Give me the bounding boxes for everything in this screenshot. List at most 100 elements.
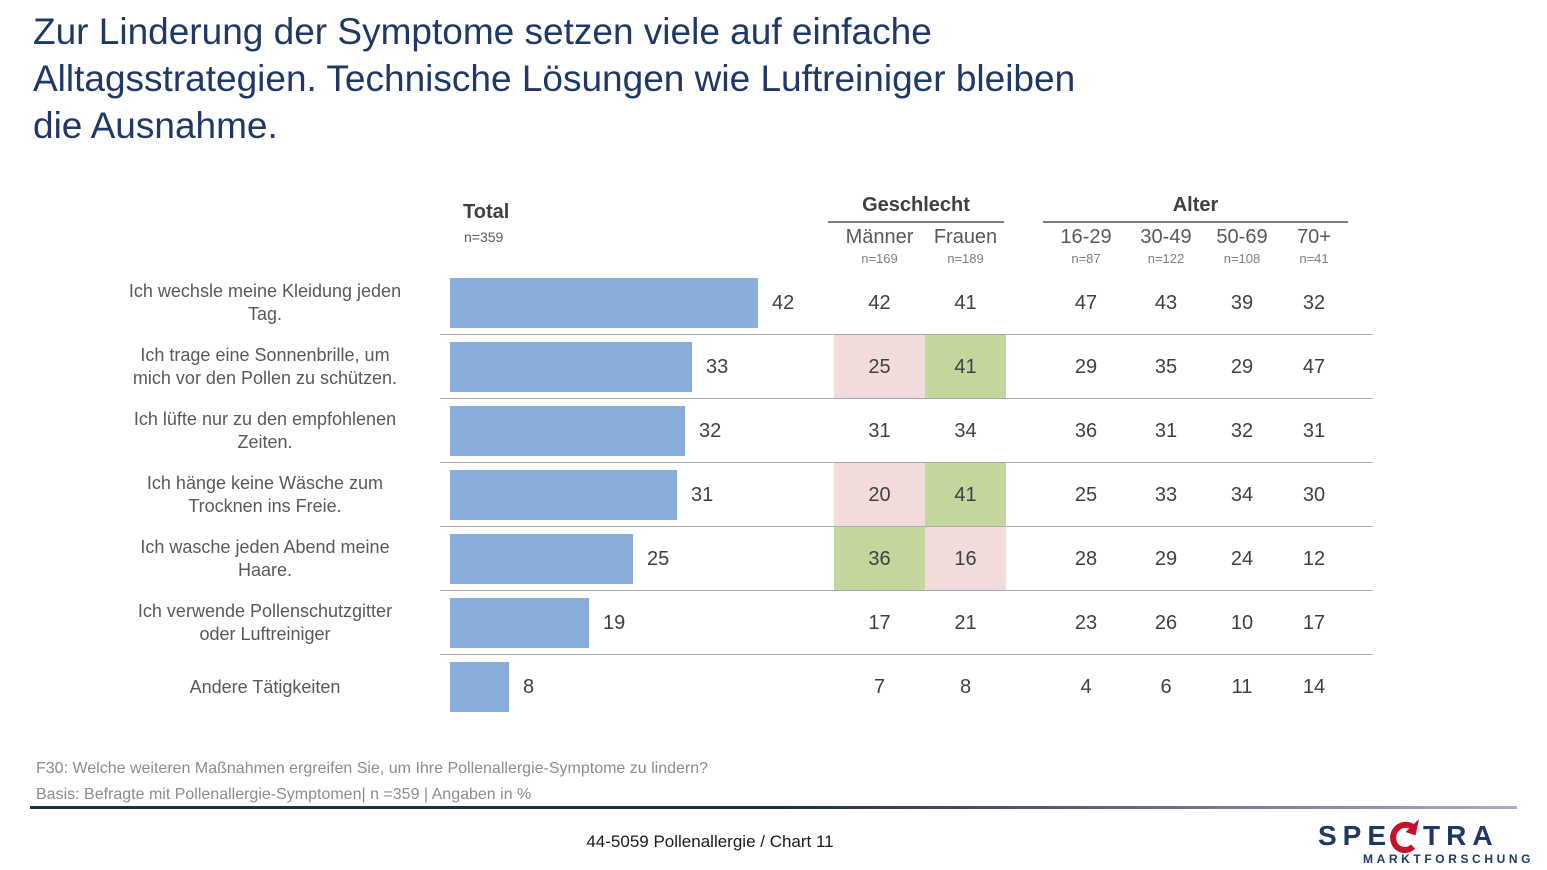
row-label: Ich hänge keine Wäsche zum Trocknen ins … xyxy=(146,473,384,516)
column-header-50-69: 50-69 xyxy=(1216,226,1268,248)
title-line-1: Zur Linderung der Symptome setzen viele … xyxy=(33,11,932,52)
column-header-frauen: Frauen xyxy=(933,226,998,248)
row-label: Ich wasche jeden Abend meine Haare. xyxy=(140,537,390,580)
column-n-16-29: n=87 xyxy=(1071,251,1101,266)
total-bar xyxy=(450,470,677,520)
frauen-value-cell: 16 xyxy=(925,527,1006,591)
maenner-value-cell: 42 xyxy=(868,291,891,314)
logo-arrow-c-icon xyxy=(1390,819,1420,853)
logo-text-post: TRA xyxy=(1423,820,1499,851)
frauen-value-cell: 8 xyxy=(959,675,972,698)
footer-divider xyxy=(30,806,1517,809)
alter-underline xyxy=(1043,221,1348,223)
age-value-70+: 32 xyxy=(1302,291,1326,314)
frauen-value-cell: 34 xyxy=(954,419,977,442)
total-bar xyxy=(450,406,685,456)
column-n-50-69: n=108 xyxy=(1223,251,1261,266)
age-value-30-49: 43 xyxy=(1154,291,1178,314)
column-n-maenner: n=169 xyxy=(861,251,898,266)
title-line-3: die Ausnahme. xyxy=(33,105,278,146)
row-separator xyxy=(440,654,1373,655)
frauen-value-cell: 21 xyxy=(954,611,977,634)
column-n-30-49: n=122 xyxy=(1147,251,1185,266)
age-value-16-29: 47 xyxy=(1074,291,1098,314)
row-label: Ich wechsle meine Kleidung jeden Tag. xyxy=(128,281,402,324)
age-value-50-69: 34 xyxy=(1230,483,1254,506)
row-label: Andere Tätigkeiten xyxy=(189,676,341,697)
spectra-logo: SPE TRA MARKTFORSCHUNG xyxy=(1318,815,1530,867)
row-separator xyxy=(440,462,1373,463)
column-header-70plus: 70+ xyxy=(1297,226,1331,248)
age-value-70+: 31 xyxy=(1302,419,1326,442)
table-row: Andere Tätigkeiten 8 7 8 4 6 11 14 xyxy=(0,655,1547,719)
table-row: Ich wechsle meine Kleidung jeden Tag. 42 4… xyxy=(0,271,1547,335)
age-value-16-29: 23 xyxy=(1074,611,1098,634)
maenner-value-cell: 20 xyxy=(834,463,925,527)
row-label: Ich trage eine Sonnenbrille, um mich vor… xyxy=(132,345,398,388)
page-title: Zur Linderung der Symptome setzen viele … xyxy=(33,8,1233,149)
column-header-maenner: Männer xyxy=(845,226,914,248)
total-bar-value: 33 xyxy=(706,355,729,378)
total-bar xyxy=(450,534,633,584)
age-value-70+: 12 xyxy=(1302,547,1326,570)
total-bar-value: 31 xyxy=(691,483,714,506)
age-value-16-29: 4 xyxy=(1080,675,1092,698)
age-value-16-29: 28 xyxy=(1074,547,1098,570)
frauen-value-cell: 41 xyxy=(925,335,1006,399)
maenner-value-cell: 7 xyxy=(873,675,886,698)
age-value-50-69: 29 xyxy=(1230,355,1254,378)
table-row: Ich trage eine Sonnenbrille, um mich vor… xyxy=(0,335,1547,399)
age-value-70+: 14 xyxy=(1302,675,1326,698)
column-header-total-n: n=359 xyxy=(464,229,504,245)
row-separator xyxy=(440,526,1373,527)
age-value-16-29: 25 xyxy=(1074,483,1098,506)
age-value-16-29: 36 xyxy=(1074,419,1098,442)
footnote-question: F30: Welche weiteren Maßnahmen ergreifen… xyxy=(36,760,709,777)
total-bar xyxy=(450,598,589,648)
row-label: Ich lüfte nur zu den empfohlenen Zeiten. xyxy=(133,409,397,452)
spectra-logo-subtitle: MARKTFORSCHUNG xyxy=(1363,852,1535,866)
total-bar-value: 42 xyxy=(772,291,795,314)
group-header-geschlecht: Geschlecht xyxy=(862,194,970,216)
table-row: Ich hänge keine Wäsche zum Trocknen ins … xyxy=(0,463,1547,527)
maenner-value-cell: 25 xyxy=(834,335,925,399)
total-bar-value: 19 xyxy=(603,611,626,634)
age-value-50-69: 39 xyxy=(1230,291,1254,314)
group-header-alter: Alter xyxy=(1172,194,1219,216)
geschlecht-underline xyxy=(828,221,1004,223)
total-bar-value: 32 xyxy=(699,419,722,442)
row-separator xyxy=(440,398,1373,399)
column-n-70plus: n=41 xyxy=(1299,251,1329,266)
table-row: Ich lüfte nur zu den empfohlenen Zeiten.… xyxy=(0,399,1547,463)
age-value-70+: 47 xyxy=(1302,355,1326,378)
total-bar xyxy=(450,662,509,712)
age-value-70+: 17 xyxy=(1302,611,1326,634)
spectra-logo-word: SPE TRA xyxy=(1318,817,1499,853)
footnote-basis: Basis: Befragte mit Pollenallergie-Sympt… xyxy=(36,786,532,803)
age-value-50-69: 10 xyxy=(1230,611,1254,634)
frauen-value-cell: 41 xyxy=(954,291,977,314)
table-row: Ich verwende Pollenschutzgitter oder Luf… xyxy=(0,591,1547,655)
age-value-50-69: 24 xyxy=(1230,547,1254,570)
age-value-50-69: 32 xyxy=(1230,419,1254,442)
age-value-30-49: 29 xyxy=(1154,547,1178,570)
column-header-16-29: 16-29 xyxy=(1060,226,1112,248)
column-header-30-49: 30-49 xyxy=(1140,226,1192,248)
total-bar xyxy=(450,342,692,392)
maenner-value-cell: 36 xyxy=(834,527,925,591)
frauen-value-cell: 41 xyxy=(925,463,1006,527)
age-value-70+: 30 xyxy=(1302,483,1326,506)
title-line-2: Alltagsstrategien. Technische Lösungen w… xyxy=(33,58,1076,99)
age-value-30-49: 31 xyxy=(1154,419,1178,442)
maenner-value-cell: 17 xyxy=(868,611,891,634)
table-row: Ich wasche jeden Abend meine Haare. 25 36 1… xyxy=(0,527,1547,591)
page-footer-text: 44-5059 Pollenallergie / Chart 11 xyxy=(586,832,834,851)
row-separator xyxy=(440,590,1373,591)
total-bar-value: 25 xyxy=(647,547,670,570)
row-label: Ich verwende Pollenschutzgitter oder Luf… xyxy=(137,601,393,644)
total-bar-value: 8 xyxy=(523,675,535,698)
column-n-frauen: n=189 xyxy=(947,251,984,266)
age-value-50-69: 11 xyxy=(1231,675,1253,698)
row-separator xyxy=(440,334,1373,335)
